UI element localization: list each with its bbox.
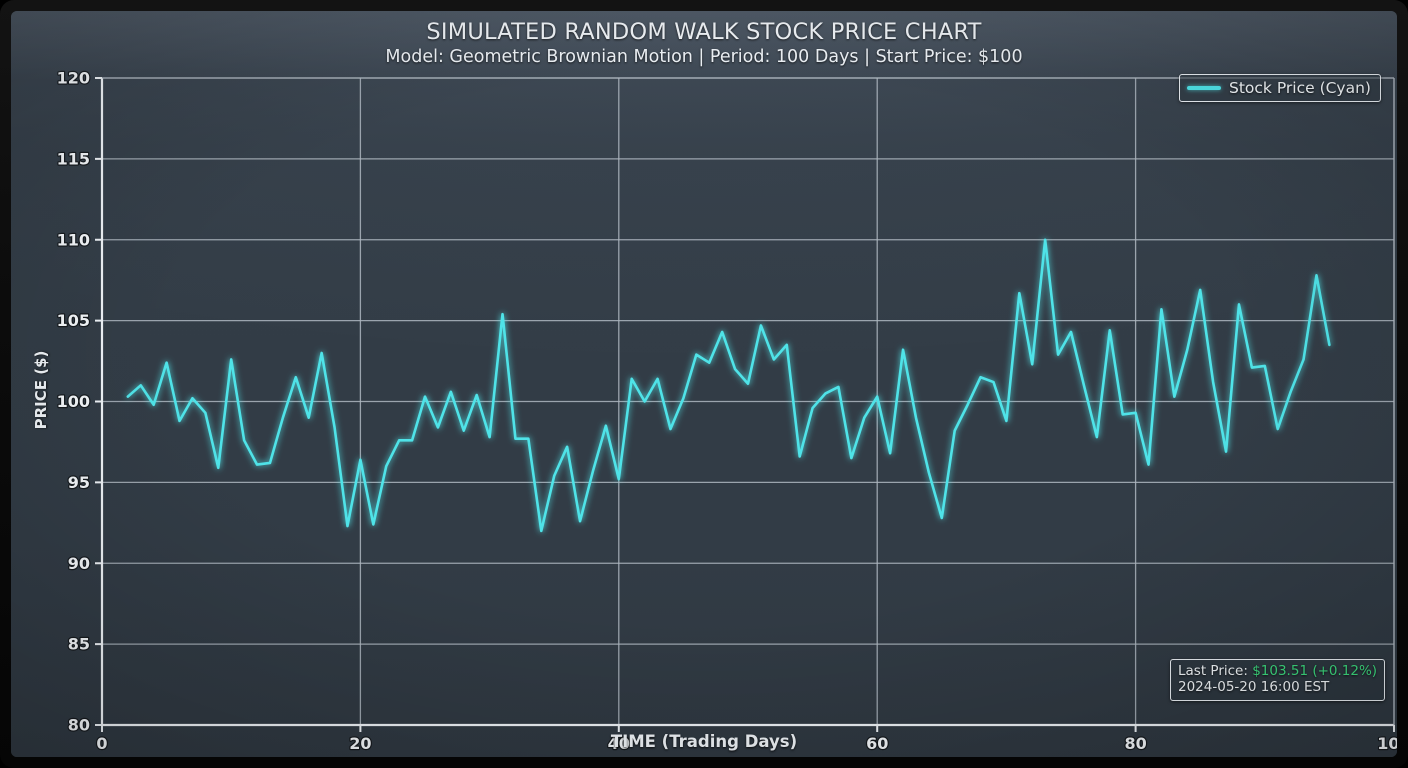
svg-text:80: 80 xyxy=(1124,734,1146,753)
x-axis-label: TIME (Trading Days) xyxy=(610,732,798,751)
svg-text:100: 100 xyxy=(57,392,90,411)
axis-tick-labels: 80 85 90 95 100 105 110 115 120 0 20 40 60 80 100 xyxy=(55,67,1397,754)
last-price-label: Last Price: xyxy=(1178,663,1248,679)
chart-title: SIMULATED RANDOM WALK STOCK PRICE CHART xyxy=(426,19,982,45)
svg-text:80: 80 xyxy=(68,716,90,735)
legend-label: Stock Price (Cyan) xyxy=(1229,79,1371,97)
last-price-annotation: Last Price: $103.51 (+0.12%) 2024-05-20 … xyxy=(1170,659,1386,701)
svg-text:115: 115 xyxy=(57,149,90,168)
svg-text:40: 40 xyxy=(608,734,630,753)
chart-legend[interactable]: Stock Price (Cyan) xyxy=(1179,74,1381,102)
svg-text:20: 20 xyxy=(349,734,371,753)
legend-color-swatch xyxy=(1187,86,1221,90)
svg-text:100: 100 xyxy=(1377,734,1397,753)
last-price-row: Last Price: $103.51 (+0.12%) xyxy=(1178,663,1377,679)
svg-text:120: 120 xyxy=(57,69,90,88)
gridlines xyxy=(102,77,1395,725)
chart-screen: SIMULATED RANDOM WALK STOCK PRICE CHART … xyxy=(11,11,1397,757)
axis-ticks xyxy=(95,77,1395,732)
monitor-screen-inner: SIMULATED RANDOM WALK STOCK PRICE CHART … xyxy=(11,11,1397,757)
svg-text:110: 110 xyxy=(57,230,90,249)
stock-price-line xyxy=(126,238,1331,533)
chart-subtitle: Model: Geometric Brownian Motion | Perio… xyxy=(385,47,1023,67)
last-price-value: $103.51 (+0.12%) xyxy=(1252,663,1378,679)
chart-plot-area: 80 85 90 95 100 105 110 115 120 0 20 40 60 80 100 xyxy=(55,67,1397,754)
svg-text:105: 105 xyxy=(57,311,90,330)
svg-text:0: 0 xyxy=(96,734,107,753)
svg-text:60: 60 xyxy=(866,734,888,753)
last-price-timestamp: 2024-05-20 16:00 EST xyxy=(1178,679,1330,696)
svg-text:85: 85 xyxy=(68,635,90,654)
svg-text:90: 90 xyxy=(68,554,90,573)
y-axis-label: PRICE ($) xyxy=(32,350,50,430)
svg-text:95: 95 xyxy=(68,473,90,492)
